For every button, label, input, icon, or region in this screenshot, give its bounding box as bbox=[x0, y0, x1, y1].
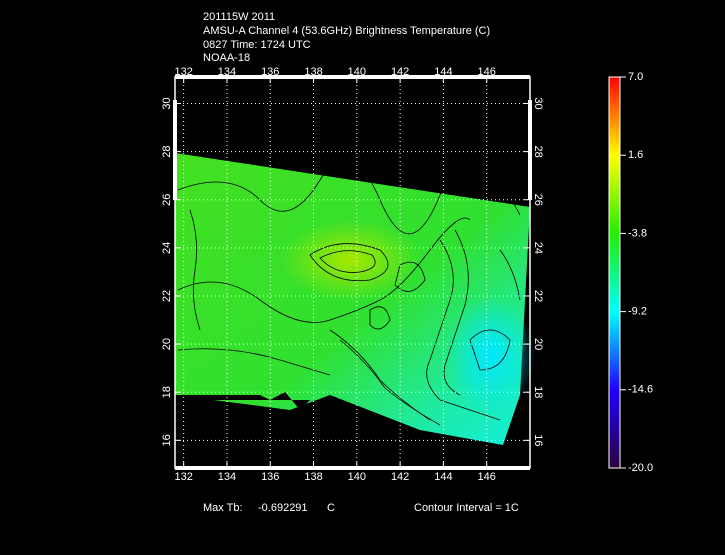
x-tick-label: 132 bbox=[174, 66, 192, 78]
colorbar-label: -14.6 bbox=[628, 384, 653, 396]
y-tick-label: 24 bbox=[161, 242, 173, 254]
x-tick-label: 132 bbox=[174, 471, 192, 483]
frame-bar bbox=[175, 75, 530, 79]
x-tick-label: 140 bbox=[348, 471, 366, 483]
frame-bar bbox=[175, 466, 530, 470]
title-line: NOAA-18 bbox=[203, 52, 250, 64]
x-tick-label: 146 bbox=[478, 66, 496, 78]
footer-contour: Contour Interval = 1C bbox=[414, 502, 519, 514]
title-line: 0827 Time: 1724 UTC bbox=[203, 39, 311, 51]
x-tick-label: 142 bbox=[391, 66, 409, 78]
y-tick-label: 28 bbox=[161, 145, 173, 157]
title-line: AMSU-A Channel 4 (53.6GHz) Brightness Te… bbox=[203, 25, 490, 37]
colorbar-label: -9.2 bbox=[628, 306, 647, 318]
swath bbox=[175, 153, 535, 445]
y-tick-label: 20 bbox=[161, 338, 173, 350]
y-tick-label: 22 bbox=[161, 290, 173, 302]
y-tick-label: 30 bbox=[532, 97, 544, 109]
x-tick-label: 144 bbox=[434, 471, 452, 483]
x-tick-label: 140 bbox=[348, 66, 366, 78]
x-tick-label: 138 bbox=[304, 471, 322, 483]
colorbar-label: 7.0 bbox=[628, 71, 643, 83]
colorbar-label: -20.0 bbox=[628, 462, 653, 474]
colorbar-label: 1.6 bbox=[628, 149, 643, 161]
y-tick-label: 18 bbox=[161, 386, 173, 398]
footer-label: Max Tb: bbox=[203, 502, 243, 514]
y-tick-label: 16 bbox=[161, 434, 173, 446]
x-tick-label: 146 bbox=[478, 471, 496, 483]
frame-bar bbox=[528, 100, 532, 200]
x-tick-label: 136 bbox=[261, 66, 279, 78]
y-tick-label: 26 bbox=[532, 194, 544, 206]
x-tick-label: 142 bbox=[391, 471, 409, 483]
y-tick-label: 30 bbox=[161, 97, 173, 109]
x-tick-label: 136 bbox=[261, 471, 279, 483]
footer-unit: C bbox=[327, 502, 335, 514]
y-tick-label: 26 bbox=[161, 194, 173, 206]
y-tick-label: 18 bbox=[532, 386, 544, 398]
colorbar-label: -3.8 bbox=[628, 227, 647, 239]
y-tick-label: 20 bbox=[532, 338, 544, 350]
y-tick-label: 22 bbox=[532, 290, 544, 302]
x-tick-label: 138 bbox=[304, 66, 322, 78]
x-tick-label: 134 bbox=[218, 471, 236, 483]
frame-bar bbox=[173, 100, 177, 200]
y-tick-label: 16 bbox=[532, 434, 544, 446]
y-tick-label: 28 bbox=[532, 145, 544, 157]
footer-value: -0.692291 bbox=[258, 502, 308, 514]
title-line: 201115W 2011 bbox=[203, 11, 275, 23]
y-tick-label: 24 bbox=[532, 242, 544, 254]
x-tick-label: 144 bbox=[434, 66, 452, 78]
colorbar bbox=[608, 76, 621, 469]
x-tick-label: 134 bbox=[218, 66, 236, 78]
